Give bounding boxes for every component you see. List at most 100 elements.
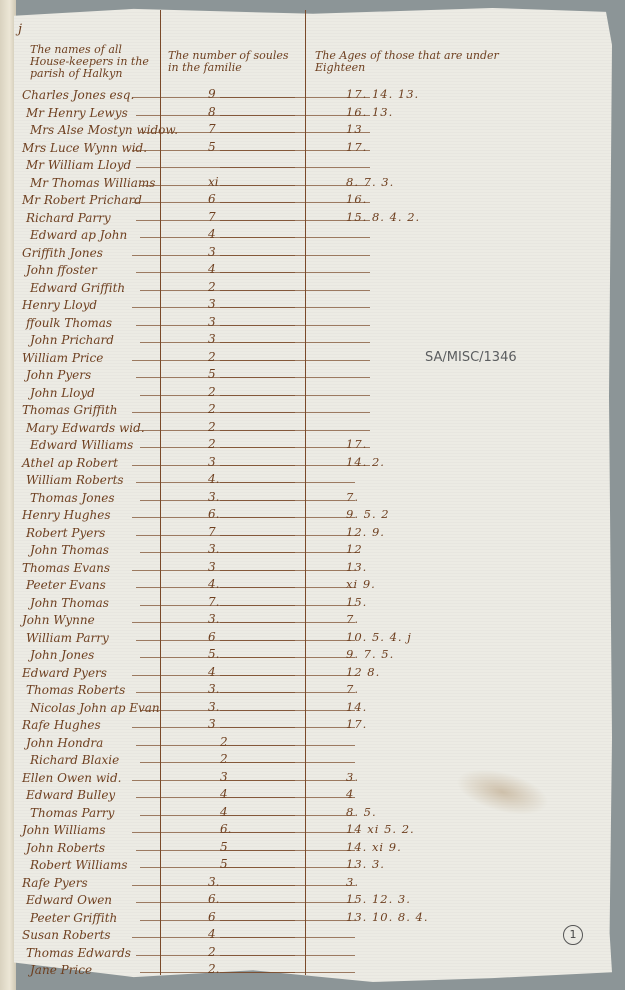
row-rule — [220, 412, 370, 413]
souls-count: 5 — [220, 839, 228, 854]
householder-name: John Hondra — [26, 735, 104, 750]
souls-count: 4. — [208, 472, 220, 486]
souls-count: 2 — [208, 279, 216, 294]
householder-name: Griffith Jones — [22, 245, 103, 260]
row-rule — [132, 727, 295, 728]
householder-name: William Parry — [26, 630, 109, 645]
row-rule — [220, 797, 355, 798]
manuscript-page — [14, 7, 612, 982]
souls-count: 7. — [208, 594, 220, 609]
row-rule — [220, 429, 370, 431]
row-rule — [220, 902, 355, 903]
souls-count: 5 — [220, 857, 228, 871]
row-rule — [220, 622, 355, 623]
souls-count: 2 — [208, 384, 216, 399]
souls-count: 3. — [208, 874, 220, 889]
householder-name: Peeter Griffith — [30, 910, 118, 925]
row-rule — [136, 849, 295, 851]
row-rule — [220, 552, 355, 553]
folio-number: 1 — [563, 925, 583, 945]
row-rule — [132, 622, 295, 623]
ages-under-eighteen: 17. — [346, 437, 368, 451]
header-names: The names of all House-keepers in the pa… — [30, 43, 149, 80]
row-rule — [132, 254, 295, 256]
row-rule — [220, 307, 370, 308]
adjacent-page-edge — [0, 0, 16, 990]
householder-name: Henry Lloyd — [22, 298, 98, 312]
row-rule — [220, 937, 355, 938]
souls-count: 3 — [208, 559, 216, 574]
householder-name: ffoulk Thomas — [26, 315, 113, 330]
leaf-mark: j — [18, 22, 23, 37]
souls-count: 4 — [208, 262, 216, 276]
row-rule — [220, 657, 355, 658]
souls-count: 2. — [208, 962, 220, 976]
ages-under-eighteen: 14. — [346, 699, 368, 714]
row-rule — [220, 237, 370, 238]
ages-under-eighteen: 16. 13. — [346, 104, 394, 119]
row-rule — [220, 499, 355, 501]
ages-under-eighteen: 15. 12. 3. — [346, 892, 411, 906]
row-rule — [140, 132, 295, 133]
souls-count: 2 — [208, 944, 216, 959]
row-rule — [136, 167, 295, 168]
householder-name: Richard Blaxie — [30, 753, 120, 767]
row-rule — [140, 604, 295, 606]
row-rule — [136, 114, 295, 116]
row-rule — [220, 464, 370, 466]
row-rule — [140, 867, 295, 868]
householder-name: Edward Griffith — [30, 280, 126, 295]
row-rule — [220, 272, 370, 273]
row-rule — [136, 639, 295, 641]
row-rule — [136, 692, 295, 693]
householder-name: John Thomas — [30, 543, 109, 557]
row-rule — [220, 832, 355, 833]
householder-name: John Lloyd — [30, 385, 95, 400]
row-rule — [132, 412, 295, 413]
householder-name: William Price — [22, 350, 104, 365]
souls-count: 4 — [208, 927, 216, 941]
householder-name: Thomas Roberts — [26, 683, 126, 697]
ages-under-eighteen: 9. 7. 5. — [346, 647, 395, 661]
souls-count: 6 — [208, 909, 216, 924]
row-rule — [132, 832, 295, 833]
row-rule — [220, 289, 370, 291]
row-rule — [220, 377, 370, 378]
ages-under-eighteen: 9. 5. 2 — [346, 507, 390, 521]
row-rule — [132, 937, 295, 938]
row-rule — [136, 272, 295, 273]
row-rule — [220, 394, 370, 396]
souls-count: 7 — [208, 524, 216, 539]
souls-count: 6. — [208, 892, 220, 906]
row-rule — [132, 359, 295, 361]
row-rule — [140, 657, 295, 658]
row-rule — [220, 534, 355, 536]
row-rule — [140, 814, 295, 816]
row-rule — [220, 184, 370, 186]
souls-count: 2 — [208, 402, 216, 416]
row-rule — [136, 587, 295, 588]
souls-count: 8 — [208, 104, 216, 119]
ages-under-eighteen: 15. — [346, 594, 368, 609]
householder-name: Charles Jones esq. — [22, 88, 135, 102]
householder-name: Edward Bulley — [26, 788, 116, 802]
ages-under-eighteen: 15. 8. 4. 2. — [346, 209, 421, 224]
householder-name: Richard Parry — [26, 210, 111, 225]
householder-name: Thomas Evans — [22, 560, 111, 575]
row-rule — [220, 779, 355, 781]
householder-name: Edward Owen — [26, 893, 113, 907]
souls-count: 3 — [208, 454, 216, 469]
souls-count: 3. — [208, 699, 220, 714]
souls-count: 6. — [220, 822, 232, 836]
souls-count: 4 — [208, 664, 216, 679]
row-rule — [132, 97, 295, 98]
householder-name: John Roberts — [26, 840, 106, 855]
souls-count: 4. — [208, 577, 220, 591]
householder-name: William Roberts — [26, 473, 124, 487]
header-ages: The Ages of those that are under Eightee… — [315, 49, 499, 74]
row-rule — [132, 674, 295, 676]
row-rule — [140, 289, 295, 291]
row-rule — [140, 184, 295, 186]
householder-name: Mary Edwards wid. — [26, 420, 145, 435]
householder-name: Mr Robert Prichard — [22, 193, 142, 207]
